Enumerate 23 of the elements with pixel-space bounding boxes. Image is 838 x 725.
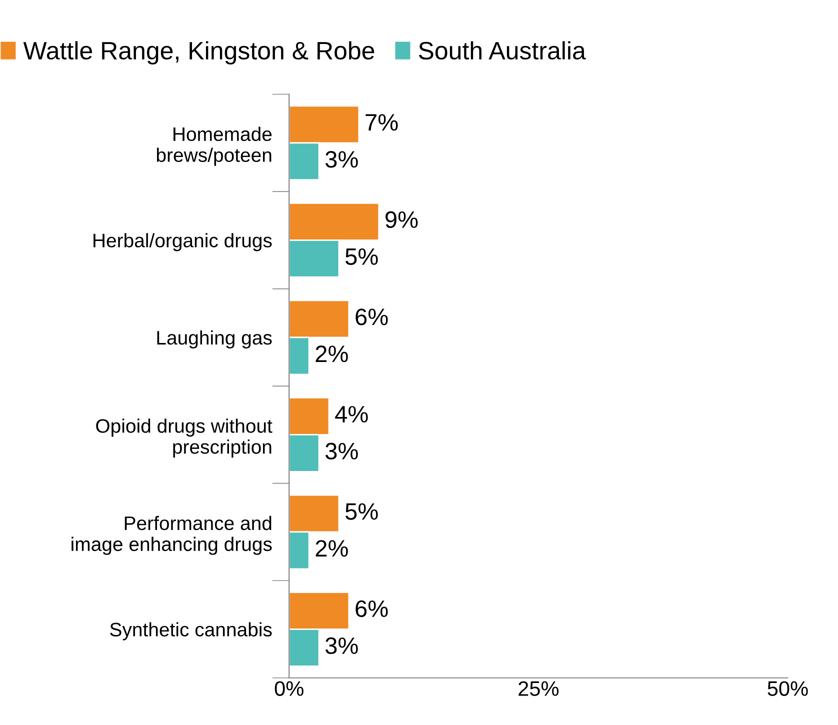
data-label: 6% xyxy=(356,600,388,618)
x-tick-label: 50% xyxy=(768,681,808,696)
data-label: 9% xyxy=(386,211,418,228)
data-label: 5% xyxy=(345,248,378,265)
data-label: 3% xyxy=(325,442,358,460)
y-tick-label: Synthetic cannabis xyxy=(110,622,272,640)
data-label: 3% xyxy=(325,637,358,654)
data-label: 2% xyxy=(316,346,348,362)
data-label: 2% xyxy=(316,540,348,557)
data-label: 7% xyxy=(366,114,398,131)
data-label: 3% xyxy=(325,150,358,168)
data-label: 6% xyxy=(356,308,388,326)
legend-label: South Australia xyxy=(418,41,586,60)
y-tick-label: Homemade brews/poteen xyxy=(156,126,272,166)
data-label: 5% xyxy=(345,503,378,520)
x-tick-label: 25% xyxy=(518,681,559,696)
x-tick-label: 0% xyxy=(274,681,304,696)
y-tick-label: Performance and image enhancing drugs xyxy=(72,516,272,555)
legend-label: Wattle Range, Kingston & Robe xyxy=(23,41,374,64)
y-tick-label: Opioid drugs without prescription xyxy=(96,418,272,458)
y-tick-label: Herbal/organic drugs xyxy=(94,233,272,252)
y-tick-label: Laughing gas xyxy=(157,330,272,349)
data-label: 4% xyxy=(335,406,368,422)
